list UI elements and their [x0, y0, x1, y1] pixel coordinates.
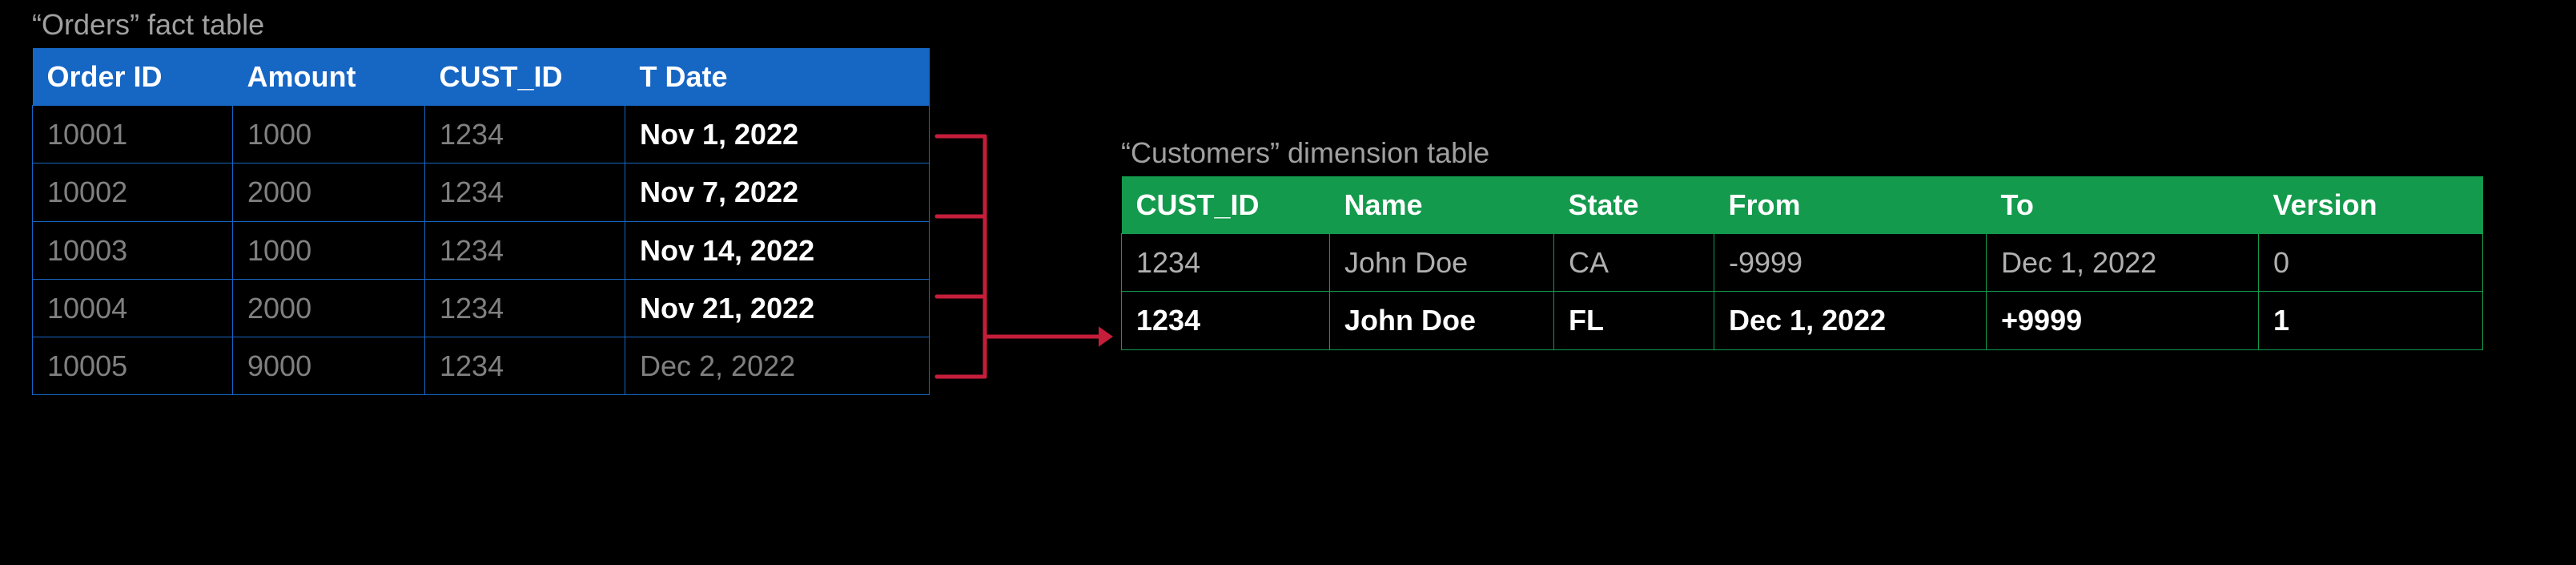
join-connector [0, 0, 2576, 565]
